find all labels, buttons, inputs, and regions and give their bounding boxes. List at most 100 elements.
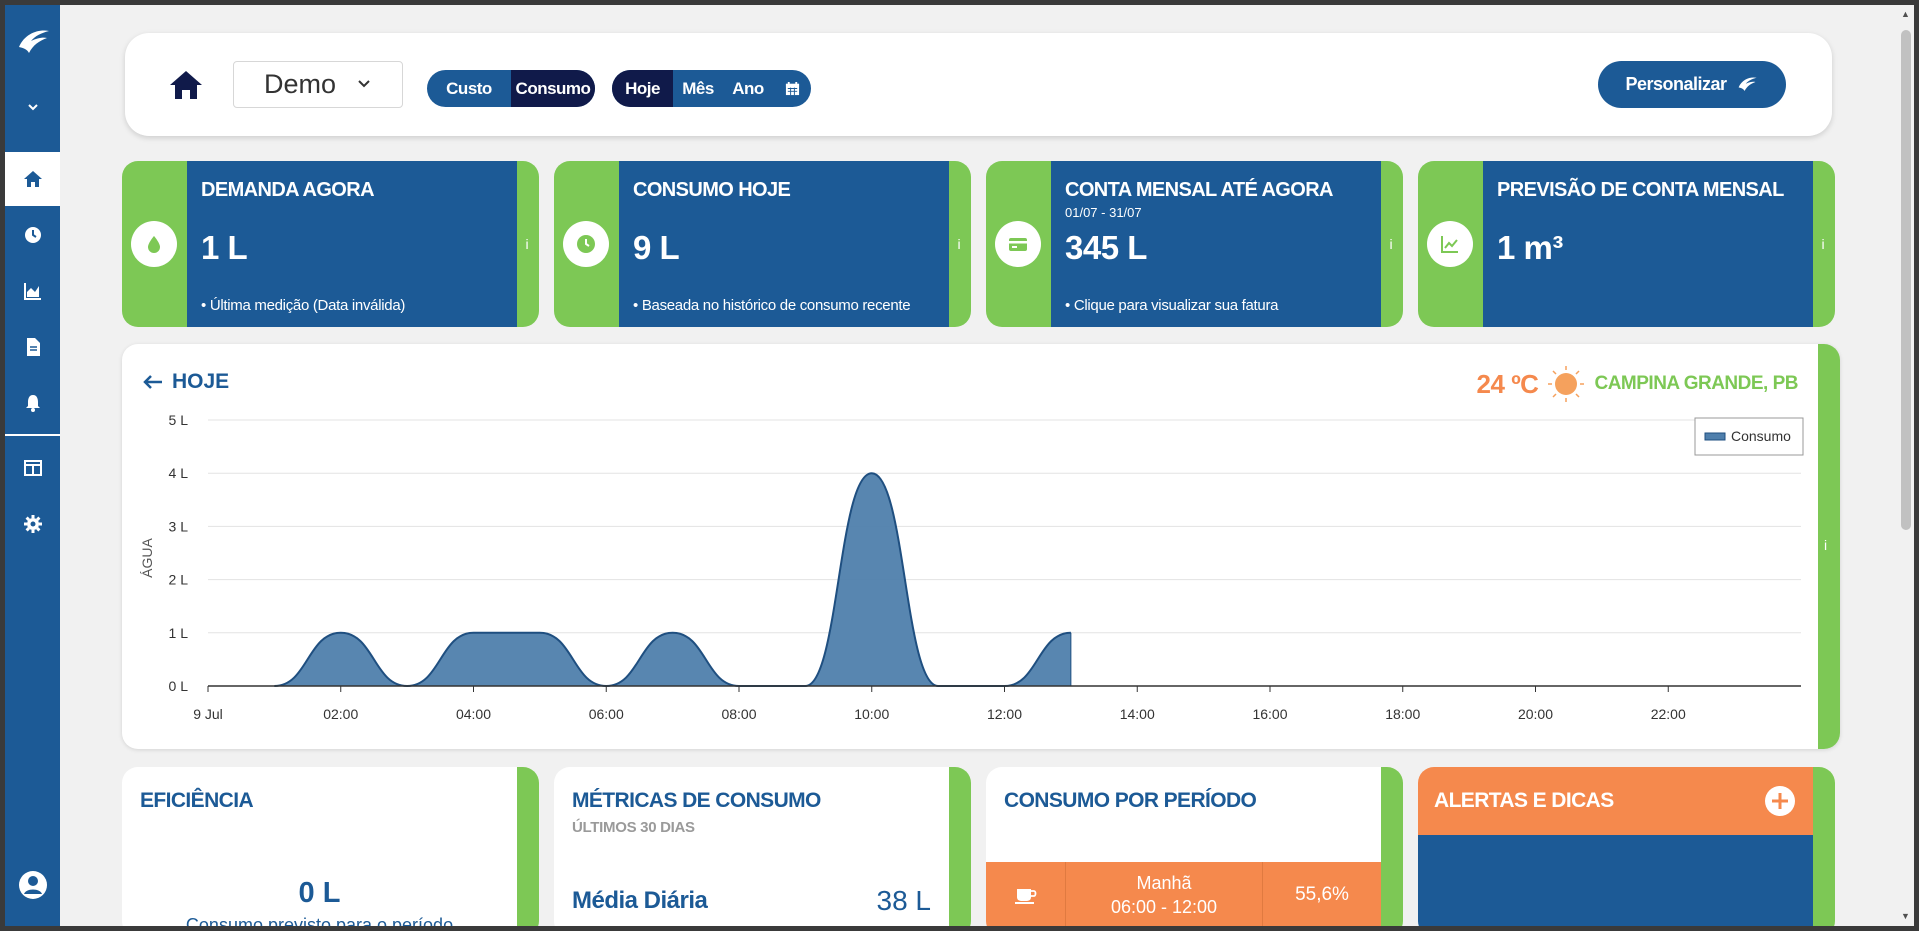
legend-label: Consumo [1731,428,1791,444]
bell-icon [25,395,40,412]
sidebar-item-home[interactable] [5,152,60,206]
chart-side-strip: i [1818,344,1840,749]
info-button[interactable]: i [525,236,529,252]
info-button[interactable]: i [1821,236,1825,252]
scroll-down-icon[interactable]: ▼ [1901,911,1910,921]
x-tick-label: 16:00 [1252,706,1287,722]
card-current-demand[interactable]: DEMANDA AGORA 1 L • Última medição (Data… [122,161,539,327]
period-option-year[interactable]: Ano [732,78,764,98]
chart-back-button[interactable]: HOJE [142,370,229,394]
card-side-strip [1381,767,1403,926]
temperature: 24 ºC [1476,368,1539,399]
card-monthly-bill[interactable]: CONTA MENSAL ATÉ AGORA 01/07 - 31/07 345… [986,161,1403,327]
scroll-up-icon[interactable]: ▲ [1901,9,1910,19]
consumption-metrics-card: MÉTRICAS DE CONSUMO ÚLTIMOS 30 DIAS Médi… [554,767,971,926]
line-chart-icon [1441,236,1458,253]
sidebar-item-settings[interactable] [5,497,60,551]
card-panel: DEMANDA AGORA 1 L • Última medição (Data… [187,161,517,327]
mode-option-consumption[interactable]: Consumo [511,70,595,107]
app-frame: Demo Custo Consumo Hoje Mês Ano Personal… [5,5,1914,926]
x-tick-label: 10:00 [854,706,889,722]
consumption-chart: 0 L 1 L 2 L 3 L 4 L 5 L ÁGUA 9 Jul 02:00 04:00 06:… [139,412,1804,722]
card-value: 1 m³ [1497,229,1563,266]
card-title: CONSUMO POR PERÍODO [1004,789,1257,812]
x-tick-label: 12:00 [987,706,1022,722]
add-alert-button[interactable] [1765,786,1795,816]
period-option-month[interactable]: Mês [682,78,714,98]
logo-icon [1738,77,1757,91]
sidebar-item-dashboard[interactable] [5,441,60,495]
card-icon-badge [1427,221,1473,267]
weather-widget: 24 ºC CAMPINA GRANDE, PB [1477,364,1798,404]
page-scrollbar[interactable]: ▲ ▼ [1897,5,1914,926]
info-button[interactable]: i [1389,236,1393,252]
card-title: CONTA MENSAL ATÉ AGORA [1065,179,1334,201]
sidebar-item-history[interactable] [5,208,60,262]
home-button[interactable] [169,69,203,101]
sun-icon [1548,366,1585,402]
card-title: MÉTRICAS DE CONSUMO [572,789,821,812]
chevron-down-icon[interactable] [23,100,43,120]
period-name-cell: Manhã 06:00 - 12:00 [1066,862,1263,926]
card-side-strip [517,767,539,926]
x-tick-label: 20:00 [1518,706,1553,722]
card-value: 1 L [201,229,248,266]
info-button[interactable]: i [1824,537,1828,553]
y-tick-label: 3 L [169,518,189,534]
clock-icon [577,235,595,253]
y-tick-label: 2 L [169,572,189,588]
x-tick-label: 02:00 [323,706,358,722]
legend-swatch [1704,432,1726,441]
sidebar-item-alerts[interactable] [5,376,60,430]
period-percent: 55,6% [1295,884,1349,905]
card-title: ALERTAS E DICAS [1434,789,1614,812]
efficiency-value: 0 L [298,877,341,909]
chart-period-label: HOJE [172,370,230,393]
x-tick-label: 22:00 [1651,706,1686,722]
period-row: Manhã 06:00 - 12:00 55,6% [986,862,1381,926]
top-filter-bar: Demo Custo Consumo Hoje Mês Ano Personal… [125,33,1832,136]
consumption-by-period-card: CONSUMO POR PERÍODO Manhã 06:00 - 12:00 … [986,767,1403,926]
sidebar-divider [5,434,60,436]
card-icon-badge [563,221,609,267]
logo-icon[interactable] [13,23,53,63]
city-name: CAMPINA GRANDE, PB [1594,373,1798,394]
consumption-chart-card: HOJE 24 ºC CAMPINA GRANDE, PB 0 L 1 L 2 L 3… [122,344,1840,749]
site-select-value: Demo [264,69,337,99]
water-drop-icon [148,236,160,253]
calendar-button[interactable] [773,70,811,107]
site-select[interactable]: Demo [233,61,403,108]
alerts-body [1418,835,1813,926]
calendar-icon [785,81,799,96]
sidebar [5,5,60,926]
sidebar-item-profile[interactable] [5,858,60,912]
x-tick-label: 08:00 [721,706,756,722]
home-icon [23,171,42,187]
info-button[interactable]: i [957,236,961,252]
metric-label: Média Diária [572,887,708,914]
y-axis-label: ÁGUA [139,538,155,578]
card-note: • Última medição (Data inválida) [201,297,406,314]
x-tick-label: 14:00 [1120,706,1155,722]
dashboard-icon [23,460,42,476]
sidebar-item-reports[interactable] [5,320,60,374]
customize-button[interactable]: Personalizar [1598,61,1786,108]
home-icon [170,71,202,99]
card-value: 345 L [1065,229,1147,266]
y-tick-label: 5 L [169,412,189,428]
gear-icon [23,515,42,533]
mode-option-cost[interactable]: Custo [446,78,492,98]
sidebar-item-charts[interactable] [5,264,60,318]
x-tick-label: 9 Jul [193,706,223,722]
card-value: 9 L [633,229,680,266]
clock-icon [24,227,41,243]
plus-icon [1772,793,1788,809]
scrollbar-thumb[interactable] [1901,30,1911,530]
period-option-today[interactable]: Hoje [612,70,673,107]
efficiency-description: Consumo previsto para o período [185,915,454,926]
period-range: 06:00 - 12:00 [1110,897,1218,917]
card-consumption-today[interactable]: CONSUMO HOJE 9 L • Baseada no histórico … [554,161,971,327]
card-panel: PREVISÃO DE CONTA MENSAL 1 m³ [1483,161,1813,327]
card-note: • Baseada no histórico de consumo recent… [633,297,911,314]
card-bill-forecast[interactable]: PREVISÃO DE CONTA MENSAL 1 m³ i [1418,161,1835,327]
